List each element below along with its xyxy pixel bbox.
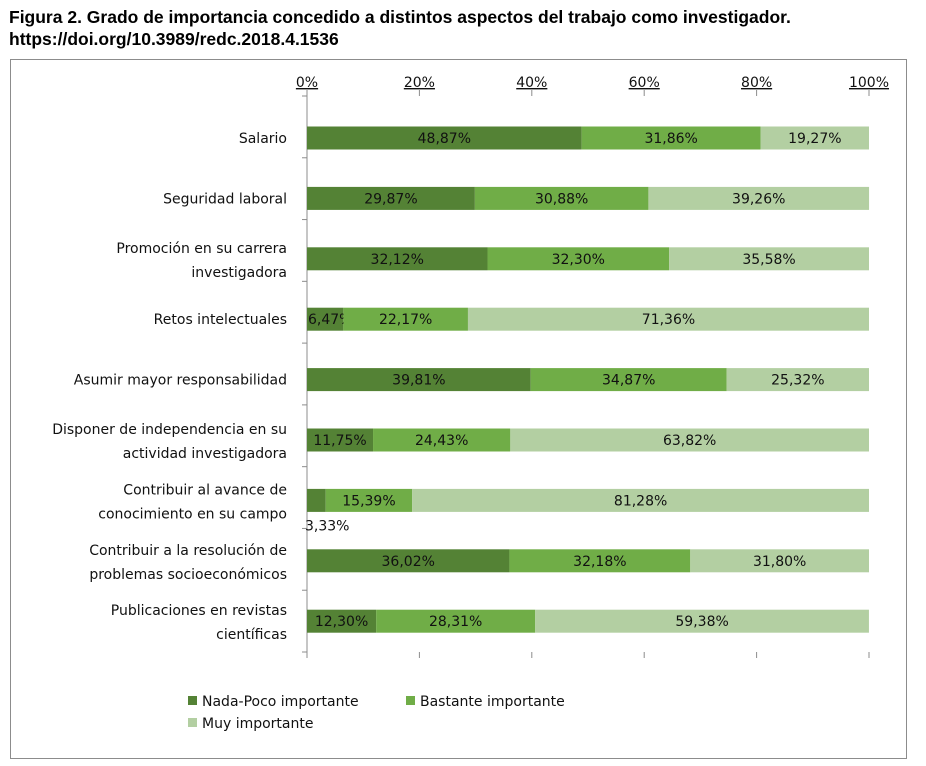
category-label: conocimiento en su campo	[98, 506, 287, 522]
data-label: 32,12%	[371, 252, 424, 268]
data-label: 81,28%	[614, 493, 667, 509]
bar-segment	[307, 428, 374, 452]
data-label: 30,88%	[535, 191, 588, 207]
bar-segment	[373, 428, 511, 452]
legend-swatch	[188, 696, 197, 705]
legend-label: Bastante importante	[420, 694, 565, 710]
x-tick-label: 80%	[741, 75, 772, 91]
category-label: Disponer de independencia en su	[52, 422, 287, 438]
bar-segment	[474, 186, 649, 210]
category-label: Contribuir a la resolución de	[89, 543, 287, 559]
category-label: problemas socioeconómicos	[89, 567, 287, 583]
bar-segment	[307, 609, 377, 633]
category-label: Asumir mayor responsabilidad	[74, 373, 287, 389]
legend-swatch	[188, 718, 197, 727]
bar-segment	[307, 247, 488, 271]
data-label: 35,58%	[742, 252, 795, 268]
category-label: actividad investigadora	[123, 446, 287, 462]
data-label: 25,32%	[771, 373, 824, 389]
bar-segment	[467, 307, 869, 331]
bar-segment	[343, 307, 468, 331]
chart-frame	[10, 59, 907, 759]
x-tick-label: 60%	[629, 75, 660, 91]
data-label: 15,39%	[342, 493, 395, 509]
bar-segment	[307, 307, 344, 331]
data-label: 12,30%	[315, 614, 368, 630]
data-label: 39,26%	[732, 191, 785, 207]
bar-segment	[726, 368, 869, 392]
bar-segment	[760, 126, 869, 150]
data-label: 48,87%	[418, 131, 471, 147]
x-tick-label: 40%	[516, 75, 547, 91]
data-label: 31,86%	[644, 131, 697, 147]
figure-caption: Figura 2. Grado de importancia concedido…	[9, 6, 791, 50]
bar-segment	[530, 368, 727, 392]
data-label: 19,27%	[788, 131, 841, 147]
figure-title: Figura 2. Grado de importancia concedido…	[9, 7, 791, 27]
category-label: científicas	[216, 627, 287, 643]
category-label: Publicaciones en revistas	[111, 603, 287, 619]
category-label: investigadora	[191, 265, 287, 281]
data-label: 29,87%	[364, 191, 417, 207]
data-label: 34,87%	[602, 373, 655, 389]
data-label: 22,17%	[379, 312, 432, 328]
x-tick-label: 100%	[849, 75, 889, 91]
bar-segment	[509, 549, 691, 573]
bar-segment	[412, 488, 869, 512]
bar-segment	[535, 609, 869, 633]
figure-doi: https://doi.org/10.3989/redc.2018.4.1536	[9, 29, 339, 49]
data-label: 24,43%	[415, 433, 468, 449]
data-label: 31,80%	[753, 554, 806, 570]
data-label: 32,18%	[573, 554, 626, 570]
bar-segment	[510, 428, 869, 452]
legend-swatch	[406, 696, 415, 705]
data-label: 11,75%	[313, 433, 366, 449]
bar-segment	[307, 549, 510, 573]
bar-segment	[325, 488, 413, 512]
data-label: 3,33%	[305, 518, 349, 534]
bar-segment	[307, 126, 582, 150]
legend-label: Muy importante	[202, 716, 313, 732]
bar-segment	[307, 488, 326, 512]
data-label: 63,82%	[663, 433, 716, 449]
data-label: 71,36%	[642, 312, 695, 328]
legend-label: Nada-Poco importante	[202, 694, 359, 710]
bar-segment	[307, 186, 475, 210]
data-label: 36,02%	[382, 554, 435, 570]
bar-segment	[690, 549, 869, 573]
category-label: Seguridad laboral	[163, 191, 287, 207]
data-label: 6,47%	[308, 312, 352, 328]
x-tick-label: 20%	[404, 75, 435, 91]
data-label: 59,38%	[675, 614, 728, 630]
bar-segment	[307, 368, 531, 392]
category-label: Promoción en su carrera	[116, 241, 287, 257]
bar-segment	[669, 247, 869, 271]
category-label: Retos intelectuales	[154, 312, 287, 328]
category-label: Contribuir al avance de	[123, 482, 287, 498]
bar-segment	[376, 609, 536, 633]
category-label: Salario	[239, 131, 287, 147]
bar-segment	[581, 126, 761, 150]
data-label: 32,30%	[552, 252, 605, 268]
data-label: 39,81%	[392, 373, 445, 389]
x-tick-label: 0%	[296, 75, 318, 91]
bar-segment	[487, 247, 670, 271]
bar-segment	[648, 186, 870, 210]
data-label: 28,31%	[429, 614, 482, 630]
